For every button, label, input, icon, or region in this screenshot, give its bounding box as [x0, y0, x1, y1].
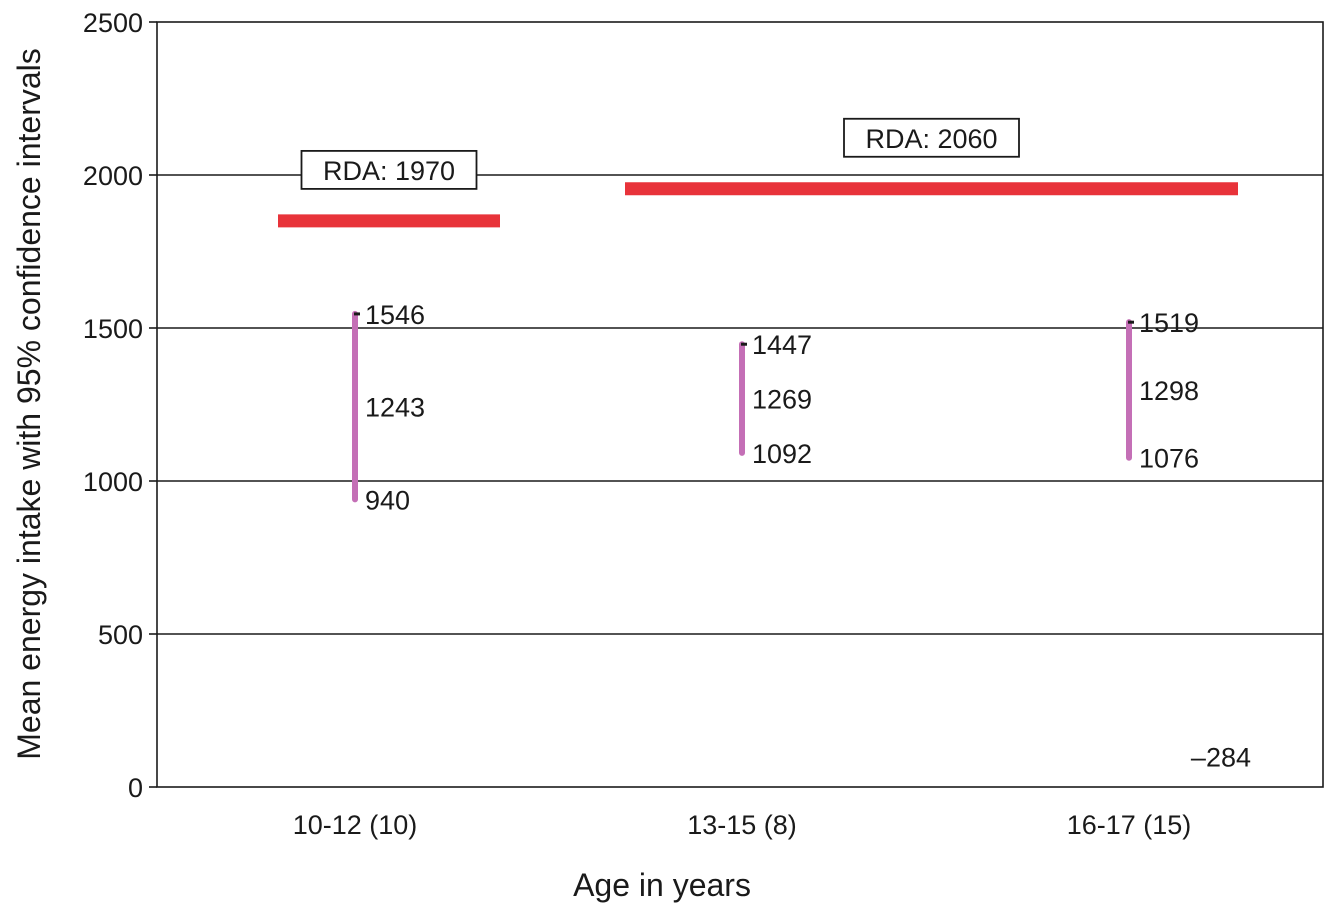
- y-tick-label-1000: 1000: [83, 467, 143, 497]
- y-tick-label-1500: 1500: [83, 314, 143, 344]
- x-tick-label-2: 13-15 (8): [687, 810, 797, 840]
- annotation-1: –284: [1191, 742, 1251, 772]
- interval-upper-label-3: 1519: [1139, 308, 1199, 338]
- y-tick-label-0: 0: [128, 773, 143, 803]
- confidence-intervals: 1546 1243 940 1447 1269 1092 1519 1298 1076: [352, 300, 1199, 515]
- rda-label-box-2: [843, 117, 1020, 158]
- rda-label-2: RDA: 2060: [865, 124, 997, 154]
- annotations: –284: [1191, 742, 1251, 772]
- axis-ticks: 0 500 1000 1500 2000 2500 10-12 (10) 13-15 (8) 1…: [83, 8, 1191, 840]
- interval-mean-label-3: 1298: [1139, 376, 1199, 406]
- y-tick-label-2500: 2500: [83, 8, 143, 38]
- interval-lower-label-2: 1092: [752, 439, 812, 469]
- interval-mean-label-1: 1243: [365, 393, 425, 423]
- interval-mean-label-2: 1269: [752, 385, 812, 415]
- y-tick-label-500: 500: [98, 620, 143, 650]
- interval-upper-label-1: 1546: [365, 300, 425, 330]
- interval-lower-label-3: 1076: [1139, 444, 1199, 474]
- y-tick-label-2000: 2000: [83, 161, 143, 191]
- x-tick-label-3: 16-17 (15): [1067, 810, 1192, 840]
- plot-border: [156, 21, 1324, 788]
- y-axis-title: Mean energy intake with 95% confidence i…: [11, 48, 47, 760]
- plot-frame: [156, 21, 1324, 788]
- rda-label-1: RDA: 1970: [323, 156, 455, 186]
- x-tick-label-1: 10-12 (10): [293, 810, 418, 840]
- interval-lower-label-1: 940: [365, 485, 410, 515]
- interval-upper-label-2: 1447: [752, 330, 812, 360]
- rda-lines: RDA: 1970 RDA: 2060: [278, 117, 1238, 228]
- x-axis-title: Age in years: [573, 867, 751, 903]
- rda-label-box-1: [300, 149, 478, 190]
